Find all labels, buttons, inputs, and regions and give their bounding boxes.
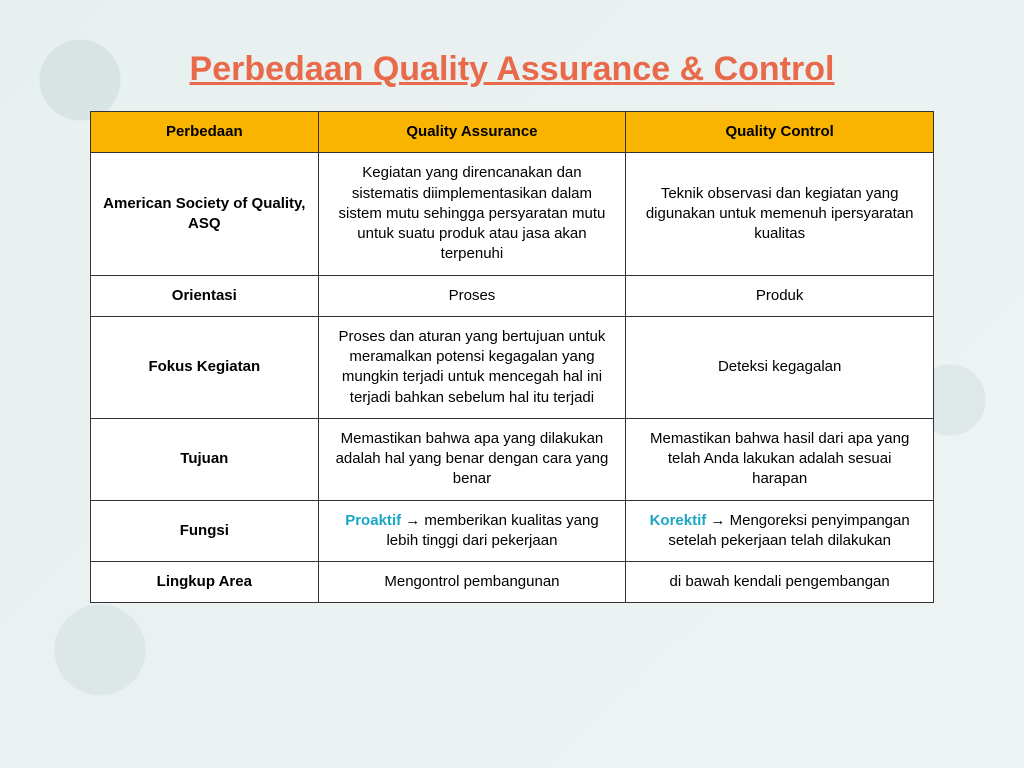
row-label: Tujuan — [91, 418, 319, 500]
col-header-qc: Quality Control — [626, 112, 934, 153]
cell-qc: Korektif → Mengoreksi penyimpangan setel… — [626, 500, 934, 562]
cell-text: → memberikan kualitas yang lebih tinggi … — [386, 512, 598, 549]
col-header-perbedaan: Perbedaan — [91, 112, 319, 153]
table-row: Tujuan Memastikan bahwa apa yang dilakuk… — [91, 418, 934, 500]
row-label: American Society of Quality, ASQ — [91, 153, 319, 275]
row-label: Lingkup Area — [91, 562, 319, 603]
cell-qa: Mengontrol pembangunan — [318, 562, 626, 603]
cell-qa: Proses — [318, 275, 626, 316]
highlight-korektif: Korektif — [650, 512, 707, 529]
page-title: Perbedaan Quality Assurance & Control — [90, 50, 934, 89]
cell-qa: Proaktif → memberikan kualitas yang lebi… — [318, 500, 626, 562]
table-row: Lingkup Area Mengontrol pembangunan di b… — [91, 562, 934, 603]
cell-qc: Memastikan bahwa hasil dari apa yang tel… — [626, 418, 934, 500]
cell-qc: di bawah kendali pengembangan — [626, 562, 934, 603]
cell-qc: Teknik observasi dan kegiatan yang digun… — [626, 153, 934, 275]
table-row: American Society of Quality, ASQ Kegiata… — [91, 153, 934, 275]
cell-qa: Kegiatan yang direncanakan dan sistemati… — [318, 153, 626, 275]
row-label: Fokus Kegiatan — [91, 316, 319, 418]
table-row: Orientasi Proses Produk — [91, 275, 934, 316]
col-header-qa: Quality Assurance — [318, 112, 626, 153]
cell-qc: Produk — [626, 275, 934, 316]
cell-qa: Proses dan aturan yang bertujuan untuk m… — [318, 316, 626, 418]
table-header-row: Perbedaan Quality Assurance Quality Cont… — [91, 112, 934, 153]
highlight-proaktif: Proaktif — [345, 512, 401, 529]
cell-qa: Memastikan bahwa apa yang dilakukan adal… — [318, 418, 626, 500]
comparison-table: Perbedaan Quality Assurance Quality Cont… — [90, 111, 934, 603]
table-row: Fokus Kegiatan Proses dan aturan yang be… — [91, 316, 934, 418]
row-label: Orientasi — [91, 275, 319, 316]
row-label: Fungsi — [91, 500, 319, 562]
table-row: Fungsi Proaktif → memberikan kualitas ya… — [91, 500, 934, 562]
cell-qc: Deteksi kegagalan — [626, 316, 934, 418]
